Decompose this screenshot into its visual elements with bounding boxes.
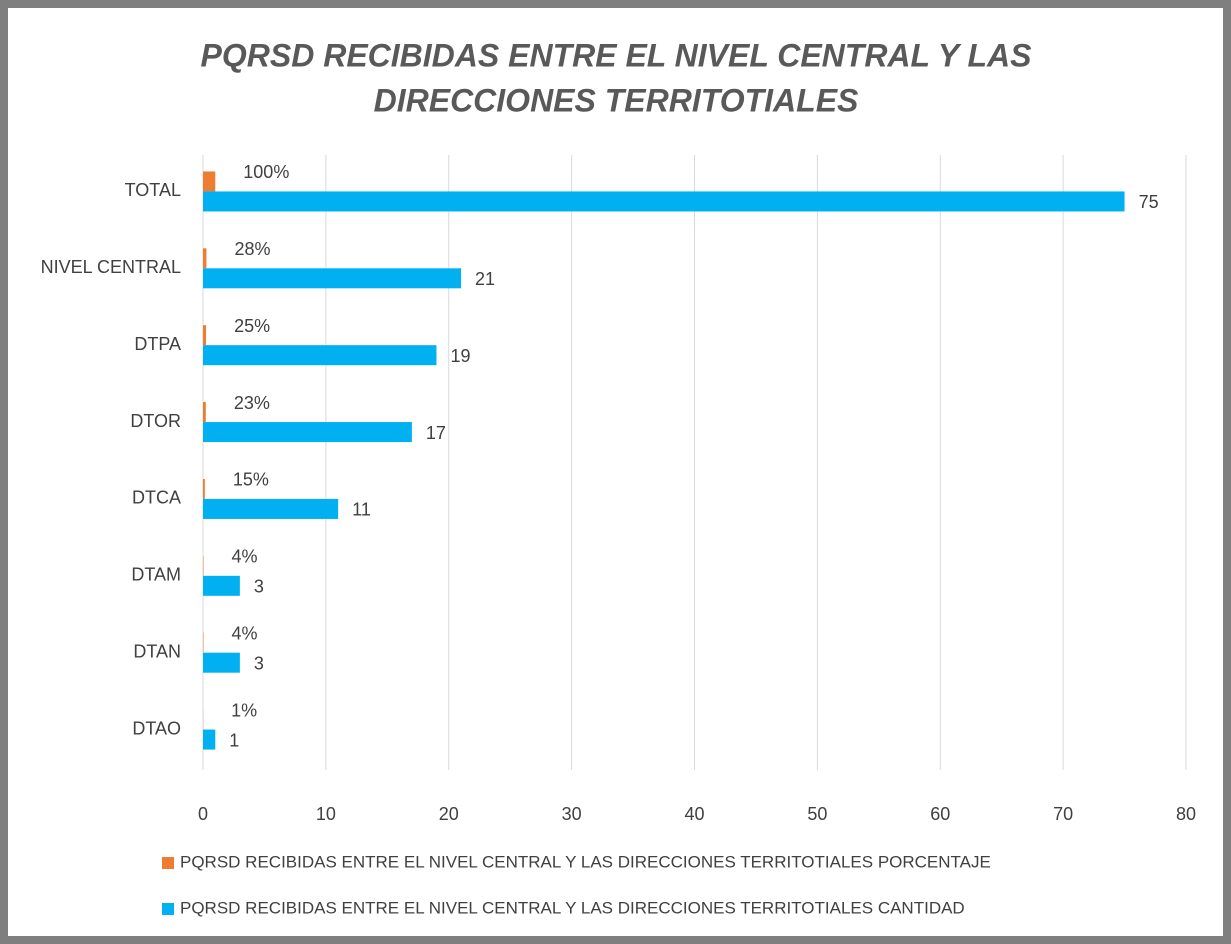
bar: [203, 191, 1125, 212]
data-label: 75: [1139, 192, 1159, 212]
data-label: 3: [254, 577, 264, 597]
y-tick-label: NIVEL CENTRAL: [41, 257, 181, 277]
y-tick-label: TOTAL: [125, 180, 181, 200]
bar: [203, 345, 437, 366]
data-label: 28%: [234, 239, 270, 259]
legend-swatch: [162, 903, 174, 915]
x-tick-label: 50: [807, 804, 827, 824]
x-tick-label: 60: [930, 804, 950, 824]
data-label: 25%: [234, 316, 270, 336]
bar: [203, 729, 216, 750]
x-tick-label: 10: [316, 804, 336, 824]
y-tick-label: DTPA: [134, 334, 181, 354]
data-label: 17: [426, 423, 446, 443]
legend-label: PQRSD RECIBIDAS ENTRE EL NIVEL CENTRAL Y…: [180, 898, 965, 917]
x-tick-label: 30: [562, 804, 582, 824]
x-tick-label: 40: [684, 804, 704, 824]
y-tick-label: DTAM: [131, 565, 181, 585]
chart-title: DIRECCIONES TERRITOTIALES: [374, 82, 859, 118]
legend-swatch: [162, 857, 174, 869]
bar: [203, 325, 207, 346]
data-label: 3: [254, 653, 264, 673]
data-label: 15%: [233, 470, 269, 490]
bar: [203, 498, 339, 519]
bar: [203, 575, 240, 596]
data-label: 19: [450, 346, 470, 366]
y-tick-label: DTAO: [132, 718, 181, 738]
x-tick-label: 0: [198, 804, 208, 824]
x-tick-label: 70: [1053, 804, 1073, 824]
chart-title: PQRSD RECIBIDAS ENTRE EL NIVEL CENTRAL Y…: [201, 37, 1033, 73]
data-label: 4%: [231, 623, 257, 643]
data-label: 21: [475, 269, 495, 289]
bar: [203, 478, 205, 499]
data-label: 1%: [231, 700, 257, 720]
y-tick-label: DTAN: [133, 641, 181, 661]
legend-label: PQRSD RECIBIDAS ENTRE EL NIVEL CENTRAL Y…: [180, 852, 991, 871]
x-tick-label: 20: [439, 804, 459, 824]
bar: [203, 402, 206, 423]
data-label: 23%: [234, 393, 270, 413]
bar: [203, 171, 216, 192]
bar: [203, 268, 462, 289]
y-tick-label: DTCA: [132, 488, 181, 508]
data-label: 1: [229, 730, 239, 750]
bar: [203, 422, 412, 443]
x-tick-label: 80: [1176, 804, 1196, 824]
y-tick-label: DTOR: [130, 411, 181, 431]
data-label: 100%: [243, 162, 289, 182]
bar: [203, 652, 240, 673]
data-label: 11: [352, 500, 371, 520]
bar: [203, 248, 207, 269]
data-label: 4%: [231, 547, 257, 567]
